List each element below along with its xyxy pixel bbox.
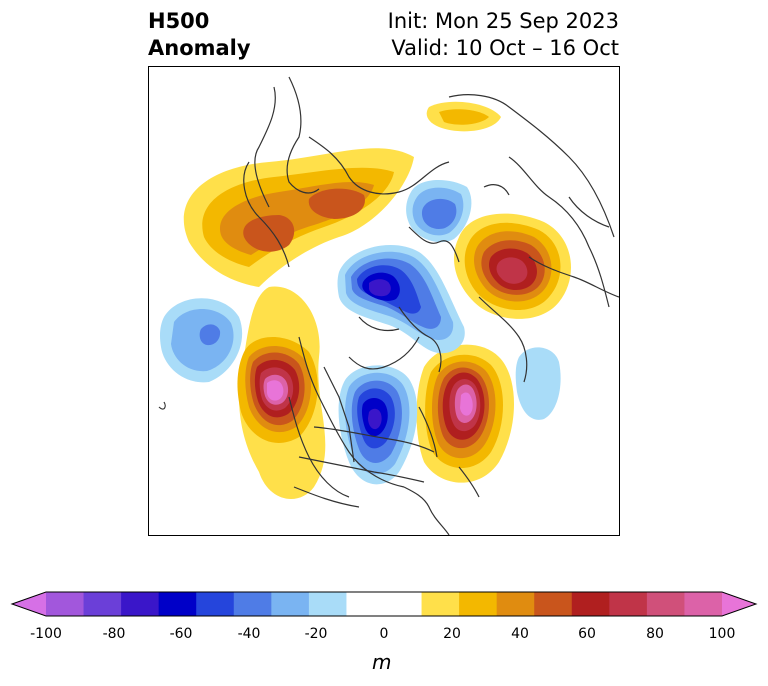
- coastlines: [158, 76, 619, 535]
- trough-hudson-bay: [338, 365, 418, 485]
- colorbar-segment: [421, 592, 460, 616]
- colorbar-segment: [83, 592, 122, 616]
- colorbar-segment: [233, 592, 272, 616]
- colorbar-tick: -80: [102, 626, 126, 642]
- colorbar-tick: 0: [379, 626, 389, 642]
- title-anomaly: Anomaly: [148, 36, 251, 60]
- colorbar-tick: -40: [237, 626, 261, 642]
- colorbar-segment: [46, 592, 85, 616]
- title-left: H500 Anomaly: [148, 8, 251, 62]
- ridge-north-atlantic: [416, 344, 514, 483]
- colorbar-tick: 60: [578, 626, 596, 642]
- colorbar-tick: 20: [443, 626, 461, 642]
- colorbar-segment: [196, 592, 235, 616]
- anomaly-map: [148, 66, 620, 536]
- colorbar-segment: [308, 592, 347, 616]
- colorbar: [0, 580, 768, 620]
- init-time: Init: Mon 25 Sep 2023: [387, 9, 619, 33]
- colorbar-tick: 100: [708, 626, 736, 642]
- colorbar-tick: 80: [646, 626, 664, 642]
- colorbar-segment: [646, 592, 685, 616]
- trough-siberia: [406, 180, 472, 243]
- colorbar-segment: [459, 592, 498, 616]
- colorbar-units: m: [372, 650, 392, 674]
- colorbar-tick: 40: [511, 626, 529, 642]
- colorbar-ticks: -100 -80 -60 -40 -20 0 20 40 60 80 100: [0, 626, 768, 646]
- colorbar-tick: -60: [169, 626, 193, 642]
- colorbar-segment: [534, 592, 573, 616]
- colorbar-tick: -100: [30, 626, 62, 642]
- valid-time: Valid: 10 Oct – 16 Oct: [391, 36, 619, 60]
- title-right: Init: Mon 25 Sep 2023 Valid: 10 Oct – 16…: [388, 8, 619, 62]
- map-svg: [149, 76, 619, 535]
- colorbar-segment: [346, 592, 385, 616]
- colorbar-segment: [158, 592, 197, 616]
- ridge-scandinavia: [454, 213, 571, 319]
- ridge-west-coast: [237, 286, 326, 499]
- trough-north-pacific: [160, 298, 243, 383]
- colorbar-segment: [609, 592, 648, 616]
- colorbar-segment: [384, 592, 423, 616]
- title-variable: H500: [148, 9, 210, 33]
- ridge-arctic-core: [439, 109, 489, 125]
- colorbar-svg: [10, 591, 758, 617]
- trough-central-atlantic: [515, 347, 561, 420]
- colorbar-segment: [121, 592, 160, 616]
- left-gap: [149, 285, 155, 319]
- ridge-alaska-canada: [183, 148, 414, 287]
- colorbar-segment: [684, 592, 723, 616]
- colorbar-tick: -20: [304, 626, 328, 642]
- colorbar-segment: [571, 592, 610, 616]
- trough-arctic: [337, 244, 465, 354]
- colorbar-outline: [10, 591, 758, 617]
- colorbar-segment: [496, 592, 535, 616]
- colorbar-extend-max: [722, 592, 756, 616]
- colorbar-extend-min: [12, 592, 46, 616]
- colorbar-segment: [271, 592, 310, 616]
